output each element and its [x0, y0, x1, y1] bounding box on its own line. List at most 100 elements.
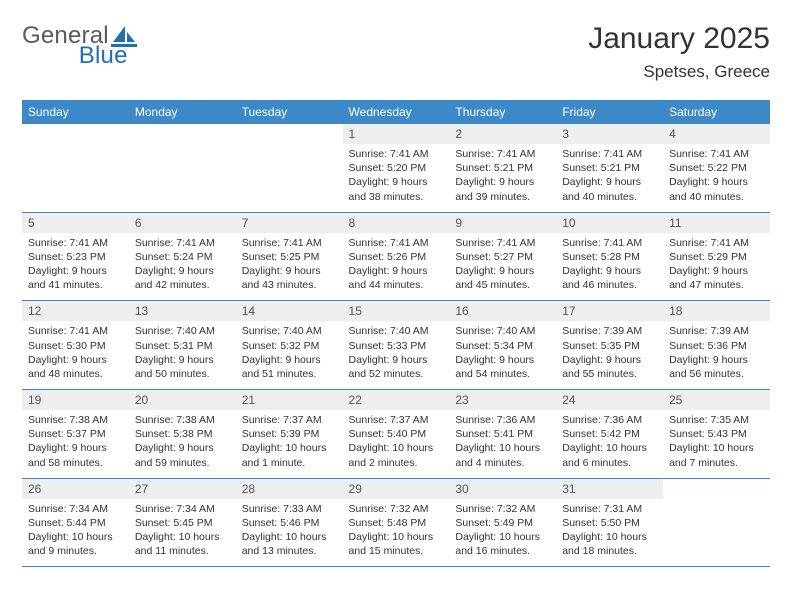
calendar-week: 1Sunrise: 7:41 AMSunset: 5:20 PMDaylight…	[22, 124, 770, 212]
calendar-cell: 29Sunrise: 7:32 AMSunset: 5:48 PMDayligh…	[343, 478, 450, 567]
calendar-cell: 1Sunrise: 7:41 AMSunset: 5:20 PMDaylight…	[343, 124, 450, 212]
day-body: Sunrise: 7:40 AMSunset: 5:31 PMDaylight:…	[129, 321, 236, 389]
day-body: Sunrise: 7:35 AMSunset: 5:43 PMDaylight:…	[663, 410, 770, 478]
calendar-cell: 2Sunrise: 7:41 AMSunset: 5:21 PMDaylight…	[449, 124, 556, 212]
calendar-cell: 28Sunrise: 7:33 AMSunset: 5:46 PMDayligh…	[236, 478, 343, 567]
day-body: Sunrise: 7:37 AMSunset: 5:39 PMDaylight:…	[236, 410, 343, 478]
calendar-cell: 15Sunrise: 7:40 AMSunset: 5:33 PMDayligh…	[343, 301, 450, 390]
calendar-cell	[22, 124, 129, 212]
calendar-week: 12Sunrise: 7:41 AMSunset: 5:30 PMDayligh…	[22, 301, 770, 390]
calendar-cell: 31Sunrise: 7:31 AMSunset: 5:50 PMDayligh…	[556, 478, 663, 567]
day-body: Sunrise: 7:41 AMSunset: 5:25 PMDaylight:…	[236, 233, 343, 301]
calendar-cell: 12Sunrise: 7:41 AMSunset: 5:30 PMDayligh…	[22, 301, 129, 390]
day-number: 29	[343, 479, 450, 499]
day-body: Sunrise: 7:41 AMSunset: 5:29 PMDaylight:…	[663, 233, 770, 301]
day-number: 23	[449, 390, 556, 410]
day-number: 4	[663, 124, 770, 144]
calendar-cell: 17Sunrise: 7:39 AMSunset: 5:35 PMDayligh…	[556, 301, 663, 390]
day-body	[22, 144, 129, 202]
calendar-cell	[236, 124, 343, 212]
day-body	[236, 144, 343, 202]
dow-sunday: Sunday	[22, 100, 129, 124]
brand-logo: General Blue	[22, 22, 128, 70]
calendar-week: 5Sunrise: 7:41 AMSunset: 5:23 PMDaylight…	[22, 212, 770, 301]
day-body: Sunrise: 7:34 AMSunset: 5:44 PMDaylight:…	[22, 499, 129, 567]
location: Spetses, Greece	[588, 62, 770, 82]
dow-thursday: Thursday	[449, 100, 556, 124]
day-body: Sunrise: 7:38 AMSunset: 5:37 PMDaylight:…	[22, 410, 129, 478]
day-number: 25	[663, 390, 770, 410]
day-number: 27	[129, 479, 236, 499]
day-body: Sunrise: 7:41 AMSunset: 5:24 PMDaylight:…	[129, 233, 236, 301]
calendar-cell: 21Sunrise: 7:37 AMSunset: 5:39 PMDayligh…	[236, 390, 343, 479]
day-body: Sunrise: 7:40 AMSunset: 5:34 PMDaylight:…	[449, 321, 556, 389]
calendar-cell	[129, 124, 236, 212]
calendar-cell: 13Sunrise: 7:40 AMSunset: 5:31 PMDayligh…	[129, 301, 236, 390]
day-body: Sunrise: 7:41 AMSunset: 5:23 PMDaylight:…	[22, 233, 129, 301]
calendar-cell: 5Sunrise: 7:41 AMSunset: 5:23 PMDaylight…	[22, 212, 129, 301]
brand-name-blue: Blue	[79, 42, 128, 69]
dow-tuesday: Tuesday	[236, 100, 343, 124]
day-number: 30	[449, 479, 556, 499]
day-body: Sunrise: 7:41 AMSunset: 5:26 PMDaylight:…	[343, 233, 450, 301]
header: General Blue January 2025 Spetses, Greec…	[22, 22, 770, 82]
day-body: Sunrise: 7:37 AMSunset: 5:40 PMDaylight:…	[343, 410, 450, 478]
day-number: 11	[663, 213, 770, 233]
day-number: 22	[343, 390, 450, 410]
calendar-cell: 24Sunrise: 7:36 AMSunset: 5:42 PMDayligh…	[556, 390, 663, 479]
calendar-cell	[663, 478, 770, 567]
day-number: 10	[556, 213, 663, 233]
day-number: 2	[449, 124, 556, 144]
day-number	[129, 124, 236, 144]
day-body: Sunrise: 7:34 AMSunset: 5:45 PMDaylight:…	[129, 499, 236, 567]
day-number: 17	[556, 301, 663, 321]
day-number	[22, 124, 129, 144]
day-body: Sunrise: 7:41 AMSunset: 5:20 PMDaylight:…	[343, 144, 450, 212]
day-body: Sunrise: 7:41 AMSunset: 5:21 PMDaylight:…	[449, 144, 556, 212]
calendar-cell: 14Sunrise: 7:40 AMSunset: 5:32 PMDayligh…	[236, 301, 343, 390]
dow-saturday: Saturday	[663, 100, 770, 124]
dow-monday: Monday	[129, 100, 236, 124]
day-body: Sunrise: 7:41 AMSunset: 5:27 PMDaylight:…	[449, 233, 556, 301]
dow-friday: Friday	[556, 100, 663, 124]
calendar-cell: 16Sunrise: 7:40 AMSunset: 5:34 PMDayligh…	[449, 301, 556, 390]
day-number	[663, 479, 770, 499]
calendar-cell: 10Sunrise: 7:41 AMSunset: 5:28 PMDayligh…	[556, 212, 663, 301]
day-of-week-row: Sunday Monday Tuesday Wednesday Thursday…	[22, 100, 770, 124]
calendar-cell: 26Sunrise: 7:34 AMSunset: 5:44 PMDayligh…	[22, 478, 129, 567]
calendar-cell: 18Sunrise: 7:39 AMSunset: 5:36 PMDayligh…	[663, 301, 770, 390]
day-body: Sunrise: 7:41 AMSunset: 5:30 PMDaylight:…	[22, 321, 129, 389]
day-number: 15	[343, 301, 450, 321]
day-body: Sunrise: 7:31 AMSunset: 5:50 PMDaylight:…	[556, 499, 663, 567]
calendar-cell: 8Sunrise: 7:41 AMSunset: 5:26 PMDaylight…	[343, 212, 450, 301]
day-body: Sunrise: 7:39 AMSunset: 5:35 PMDaylight:…	[556, 321, 663, 389]
day-number: 24	[556, 390, 663, 410]
calendar-cell: 3Sunrise: 7:41 AMSunset: 5:21 PMDaylight…	[556, 124, 663, 212]
month-title: January 2025	[588, 22, 770, 56]
day-body: Sunrise: 7:40 AMSunset: 5:32 PMDaylight:…	[236, 321, 343, 389]
day-number: 28	[236, 479, 343, 499]
calendar-cell: 25Sunrise: 7:35 AMSunset: 5:43 PMDayligh…	[663, 390, 770, 479]
day-number	[236, 124, 343, 144]
calendar-cell: 20Sunrise: 7:38 AMSunset: 5:38 PMDayligh…	[129, 390, 236, 479]
day-number: 31	[556, 479, 663, 499]
day-number: 8	[343, 213, 450, 233]
day-number: 5	[22, 213, 129, 233]
day-number: 21	[236, 390, 343, 410]
day-body: Sunrise: 7:40 AMSunset: 5:33 PMDaylight:…	[343, 321, 450, 389]
day-number: 19	[22, 390, 129, 410]
day-body: Sunrise: 7:33 AMSunset: 5:46 PMDaylight:…	[236, 499, 343, 567]
day-body: Sunrise: 7:41 AMSunset: 5:22 PMDaylight:…	[663, 144, 770, 212]
calendar-week: 26Sunrise: 7:34 AMSunset: 5:44 PMDayligh…	[22, 478, 770, 567]
title-block: January 2025 Spetses, Greece	[588, 22, 770, 82]
calendar-cell: 22Sunrise: 7:37 AMSunset: 5:40 PMDayligh…	[343, 390, 450, 479]
calendar-week: 19Sunrise: 7:38 AMSunset: 5:37 PMDayligh…	[22, 390, 770, 479]
day-body: Sunrise: 7:36 AMSunset: 5:41 PMDaylight:…	[449, 410, 556, 478]
calendar-cell: 11Sunrise: 7:41 AMSunset: 5:29 PMDayligh…	[663, 212, 770, 301]
day-body: Sunrise: 7:32 AMSunset: 5:48 PMDaylight:…	[343, 499, 450, 567]
day-body: Sunrise: 7:32 AMSunset: 5:49 PMDaylight:…	[449, 499, 556, 567]
calendar-cell: 30Sunrise: 7:32 AMSunset: 5:49 PMDayligh…	[449, 478, 556, 567]
calendar-table: Sunday Monday Tuesday Wednesday Thursday…	[22, 100, 770, 567]
dow-wednesday: Wednesday	[343, 100, 450, 124]
day-body: Sunrise: 7:38 AMSunset: 5:38 PMDaylight:…	[129, 410, 236, 478]
